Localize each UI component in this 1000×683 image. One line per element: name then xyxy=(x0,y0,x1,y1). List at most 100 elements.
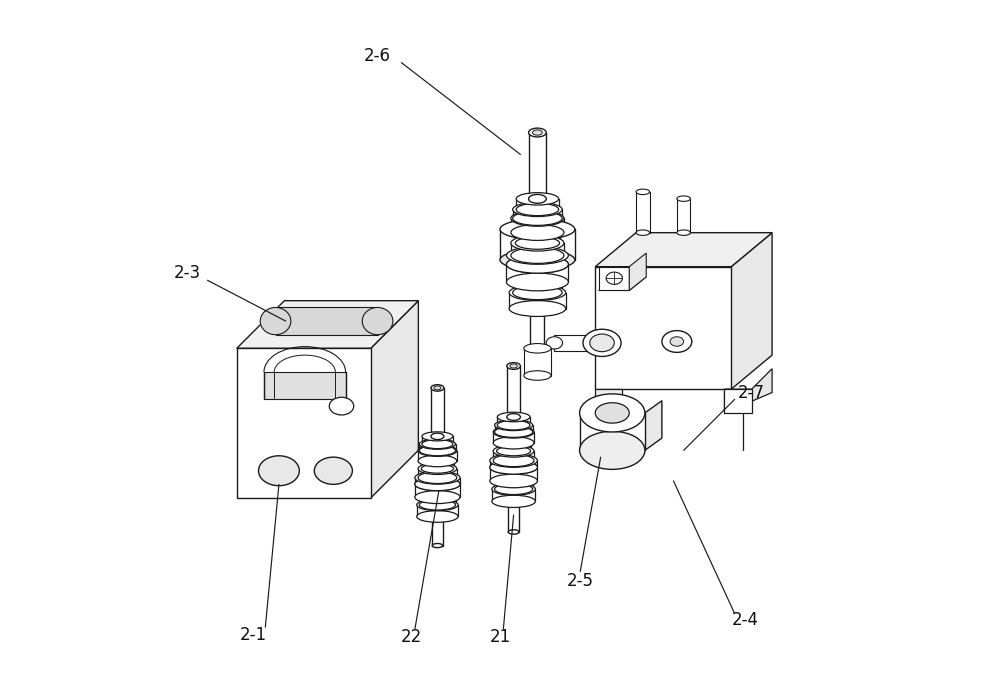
Ellipse shape xyxy=(507,414,520,421)
Polygon shape xyxy=(431,388,444,436)
Ellipse shape xyxy=(490,454,537,467)
Ellipse shape xyxy=(431,433,444,440)
Ellipse shape xyxy=(546,337,563,349)
Ellipse shape xyxy=(606,272,622,284)
Polygon shape xyxy=(515,232,560,243)
Polygon shape xyxy=(677,199,690,233)
Ellipse shape xyxy=(493,454,534,466)
Ellipse shape xyxy=(508,499,519,503)
Ellipse shape xyxy=(497,446,531,456)
Ellipse shape xyxy=(493,426,534,438)
Polygon shape xyxy=(371,301,418,498)
Polygon shape xyxy=(506,255,568,264)
Polygon shape xyxy=(595,389,622,413)
Ellipse shape xyxy=(329,398,354,415)
Ellipse shape xyxy=(490,474,537,488)
Ellipse shape xyxy=(260,307,291,335)
Polygon shape xyxy=(554,335,595,351)
Ellipse shape xyxy=(516,193,559,205)
Ellipse shape xyxy=(506,255,568,273)
Ellipse shape xyxy=(513,202,562,217)
Ellipse shape xyxy=(513,211,562,225)
Ellipse shape xyxy=(495,420,533,430)
Polygon shape xyxy=(264,372,346,400)
Text: 21: 21 xyxy=(489,628,511,646)
Ellipse shape xyxy=(516,204,559,216)
Ellipse shape xyxy=(490,460,537,474)
Ellipse shape xyxy=(497,421,530,430)
Polygon shape xyxy=(495,425,533,432)
Ellipse shape xyxy=(636,189,650,195)
Polygon shape xyxy=(492,489,535,501)
Ellipse shape xyxy=(511,235,564,251)
Polygon shape xyxy=(599,266,629,290)
Ellipse shape xyxy=(434,386,441,390)
Ellipse shape xyxy=(418,463,457,475)
Polygon shape xyxy=(629,253,646,290)
Ellipse shape xyxy=(419,439,456,449)
Ellipse shape xyxy=(493,436,534,449)
Ellipse shape xyxy=(432,514,443,518)
Ellipse shape xyxy=(507,363,520,370)
Polygon shape xyxy=(237,301,418,348)
Ellipse shape xyxy=(515,226,560,238)
Ellipse shape xyxy=(511,247,564,264)
Ellipse shape xyxy=(362,307,393,335)
Polygon shape xyxy=(511,219,564,232)
Ellipse shape xyxy=(590,334,614,352)
Ellipse shape xyxy=(509,301,566,316)
Polygon shape xyxy=(509,292,566,309)
Ellipse shape xyxy=(419,492,456,502)
Polygon shape xyxy=(513,282,562,292)
Text: 2-1: 2-1 xyxy=(240,626,267,644)
Ellipse shape xyxy=(500,219,575,240)
Ellipse shape xyxy=(314,457,352,484)
Polygon shape xyxy=(599,277,646,290)
Polygon shape xyxy=(495,481,533,489)
Ellipse shape xyxy=(419,445,456,456)
Ellipse shape xyxy=(515,237,560,249)
Ellipse shape xyxy=(259,456,299,486)
Polygon shape xyxy=(516,199,559,210)
Ellipse shape xyxy=(422,432,453,441)
Polygon shape xyxy=(419,497,456,505)
Ellipse shape xyxy=(419,500,456,510)
Text: 2-6: 2-6 xyxy=(364,47,391,65)
Polygon shape xyxy=(493,432,534,443)
Polygon shape xyxy=(595,233,772,266)
Ellipse shape xyxy=(636,230,650,236)
Polygon shape xyxy=(513,210,562,219)
Ellipse shape xyxy=(529,195,546,204)
Polygon shape xyxy=(724,389,752,413)
Ellipse shape xyxy=(418,445,457,456)
Ellipse shape xyxy=(415,490,460,503)
Polygon shape xyxy=(511,243,564,255)
Polygon shape xyxy=(645,401,662,450)
Polygon shape xyxy=(507,366,520,417)
Ellipse shape xyxy=(677,230,690,236)
Ellipse shape xyxy=(533,130,542,135)
Polygon shape xyxy=(497,443,531,451)
Ellipse shape xyxy=(492,495,535,507)
Ellipse shape xyxy=(580,431,645,469)
Ellipse shape xyxy=(670,337,684,346)
Ellipse shape xyxy=(508,530,519,534)
Ellipse shape xyxy=(506,273,568,291)
Ellipse shape xyxy=(422,440,453,449)
Ellipse shape xyxy=(495,484,533,494)
Polygon shape xyxy=(500,229,575,260)
Polygon shape xyxy=(490,467,537,481)
Ellipse shape xyxy=(500,250,575,270)
Polygon shape xyxy=(724,369,772,413)
Ellipse shape xyxy=(431,385,444,391)
Ellipse shape xyxy=(415,477,460,490)
Ellipse shape xyxy=(662,331,692,352)
Polygon shape xyxy=(422,436,453,444)
Ellipse shape xyxy=(495,475,533,486)
Ellipse shape xyxy=(506,247,568,264)
Ellipse shape xyxy=(677,196,690,201)
Ellipse shape xyxy=(417,511,458,522)
Text: 2-7: 2-7 xyxy=(738,384,765,402)
Polygon shape xyxy=(490,460,537,467)
Ellipse shape xyxy=(490,460,537,474)
